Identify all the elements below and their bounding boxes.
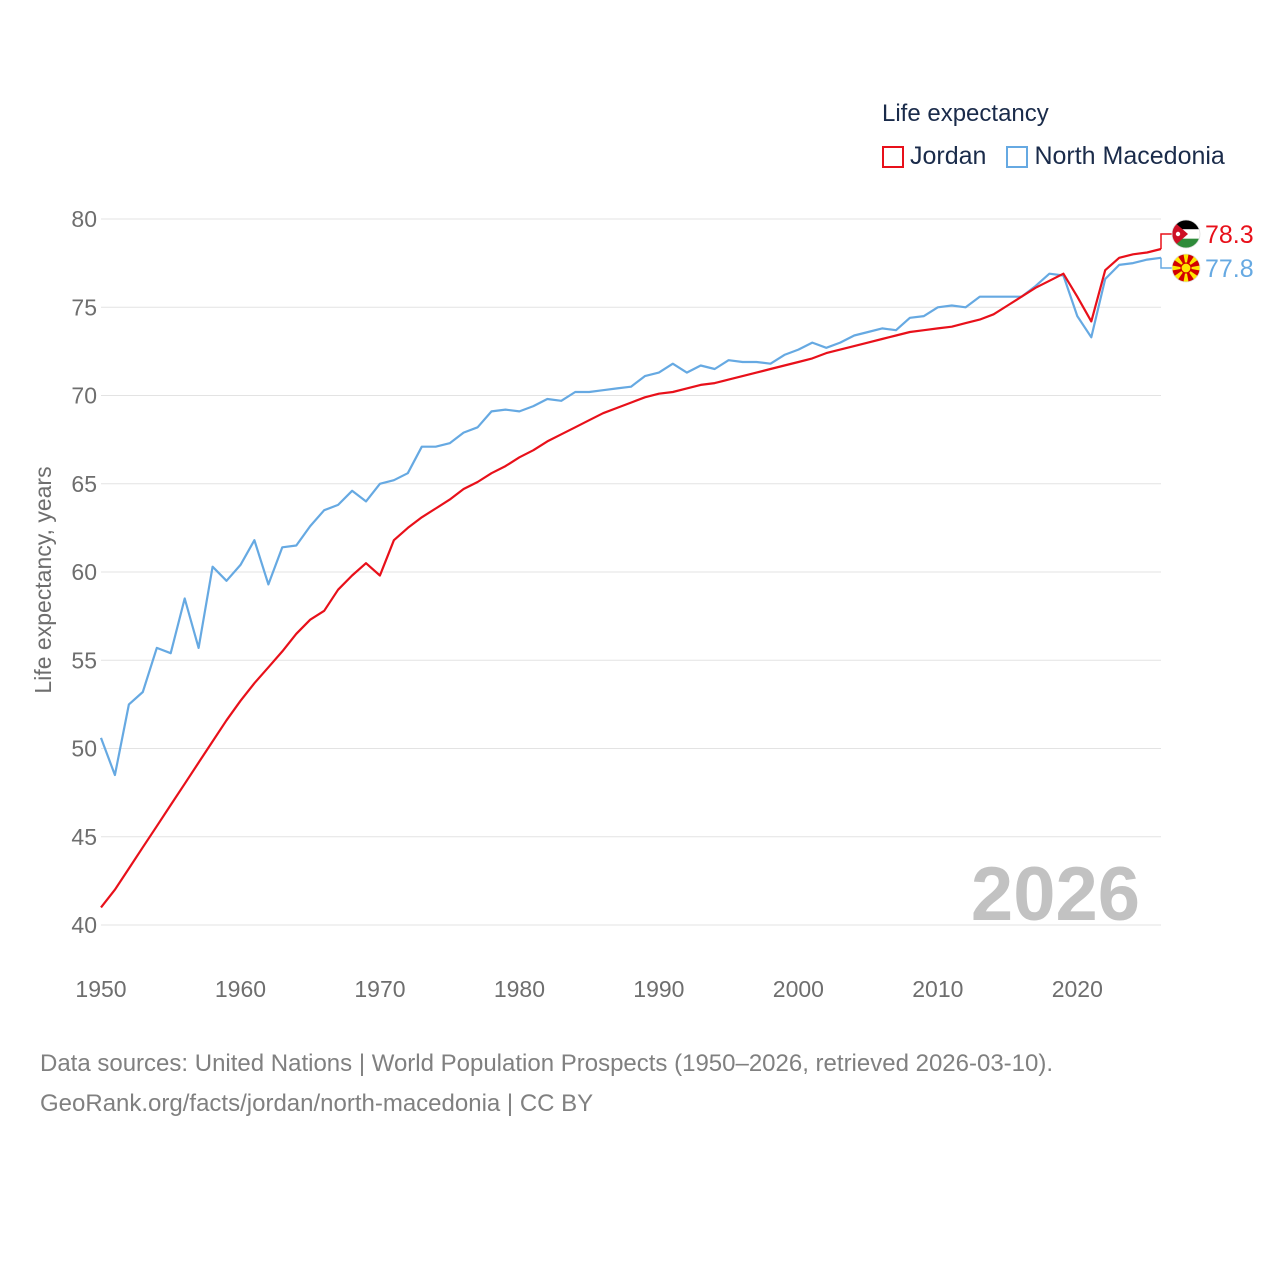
x-tick-label: 2020 [1052,976,1103,1002]
x-tick-label: 2000 [773,976,824,1002]
x-tick-label: 1990 [633,976,684,1002]
year-label: 2026 [971,852,1140,937]
x-axis: 1950 1960 1970 1980 1990 2000 2010 2020 [75,976,1102,1002]
legend-item-jordan[interactable]: Jordan [882,142,986,171]
legend-swatch-north-macedonia [1006,145,1029,168]
legend: Jordan North Macedonia [882,142,1245,171]
end-label-jordan: 78.3 [1205,221,1254,249]
leader-line-north-macedonia [1160,257,1173,269]
y-tick-label: 50 [71,736,97,762]
legend-item-north-macedonia[interactable]: North Macedonia [1006,142,1225,171]
legend-label-jordan: Jordan [910,142,987,170]
legend-swatch-jordan [882,145,904,168]
legend-title: Life expectancy [882,100,1049,127]
end-label-north-macedonia: 77.8 [1205,255,1254,283]
end-labels: 78.3 77.8 [1160,219,1254,283]
y-tick-label: 70 [71,383,97,409]
y-tick-label: 65 [71,471,97,497]
grid [101,218,1161,926]
y-tick-label: 40 [71,912,97,938]
credit-link[interactable]: GeoRank.org/facts/jordan/north-macedonia… [40,1090,594,1117]
x-tick-label: 2010 [912,976,963,1002]
jordan-flag-icon [1171,219,1201,249]
y-tick-label: 80 [71,206,97,232]
y-tick-label: 75 [71,294,97,320]
y-axis-label: Life expectancy, years [30,466,56,693]
y-tick-label: 55 [71,647,97,673]
legend-label-north-macedonia: North Macedonia [1034,142,1225,170]
y-axis: 40 45 50 55 60 65 70 75 80 [71,206,97,938]
x-tick-label: 1970 [354,976,405,1002]
series-line-jordan[interactable] [100,247,1162,909]
data-sources: Data sources: United Nations | World Pop… [40,1050,1054,1077]
y-tick-label: 60 [71,559,97,585]
leader-line-jordan [1160,233,1173,249]
x-tick-label: 1980 [494,976,545,1002]
x-tick-label: 1960 [215,976,266,1002]
y-tick-label: 45 [71,824,97,850]
line-chart: 40 45 50 55 60 65 70 75 80 1950 1960 1970 1980 1990 2… [30,206,1254,1002]
series-line-north-macedonia[interactable] [99,256,1162,777]
series-group [99,247,1162,909]
x-tick-label: 1950 [75,976,126,1002]
footer: Data sources: United Nations | World Pop… [40,1044,1053,1124]
